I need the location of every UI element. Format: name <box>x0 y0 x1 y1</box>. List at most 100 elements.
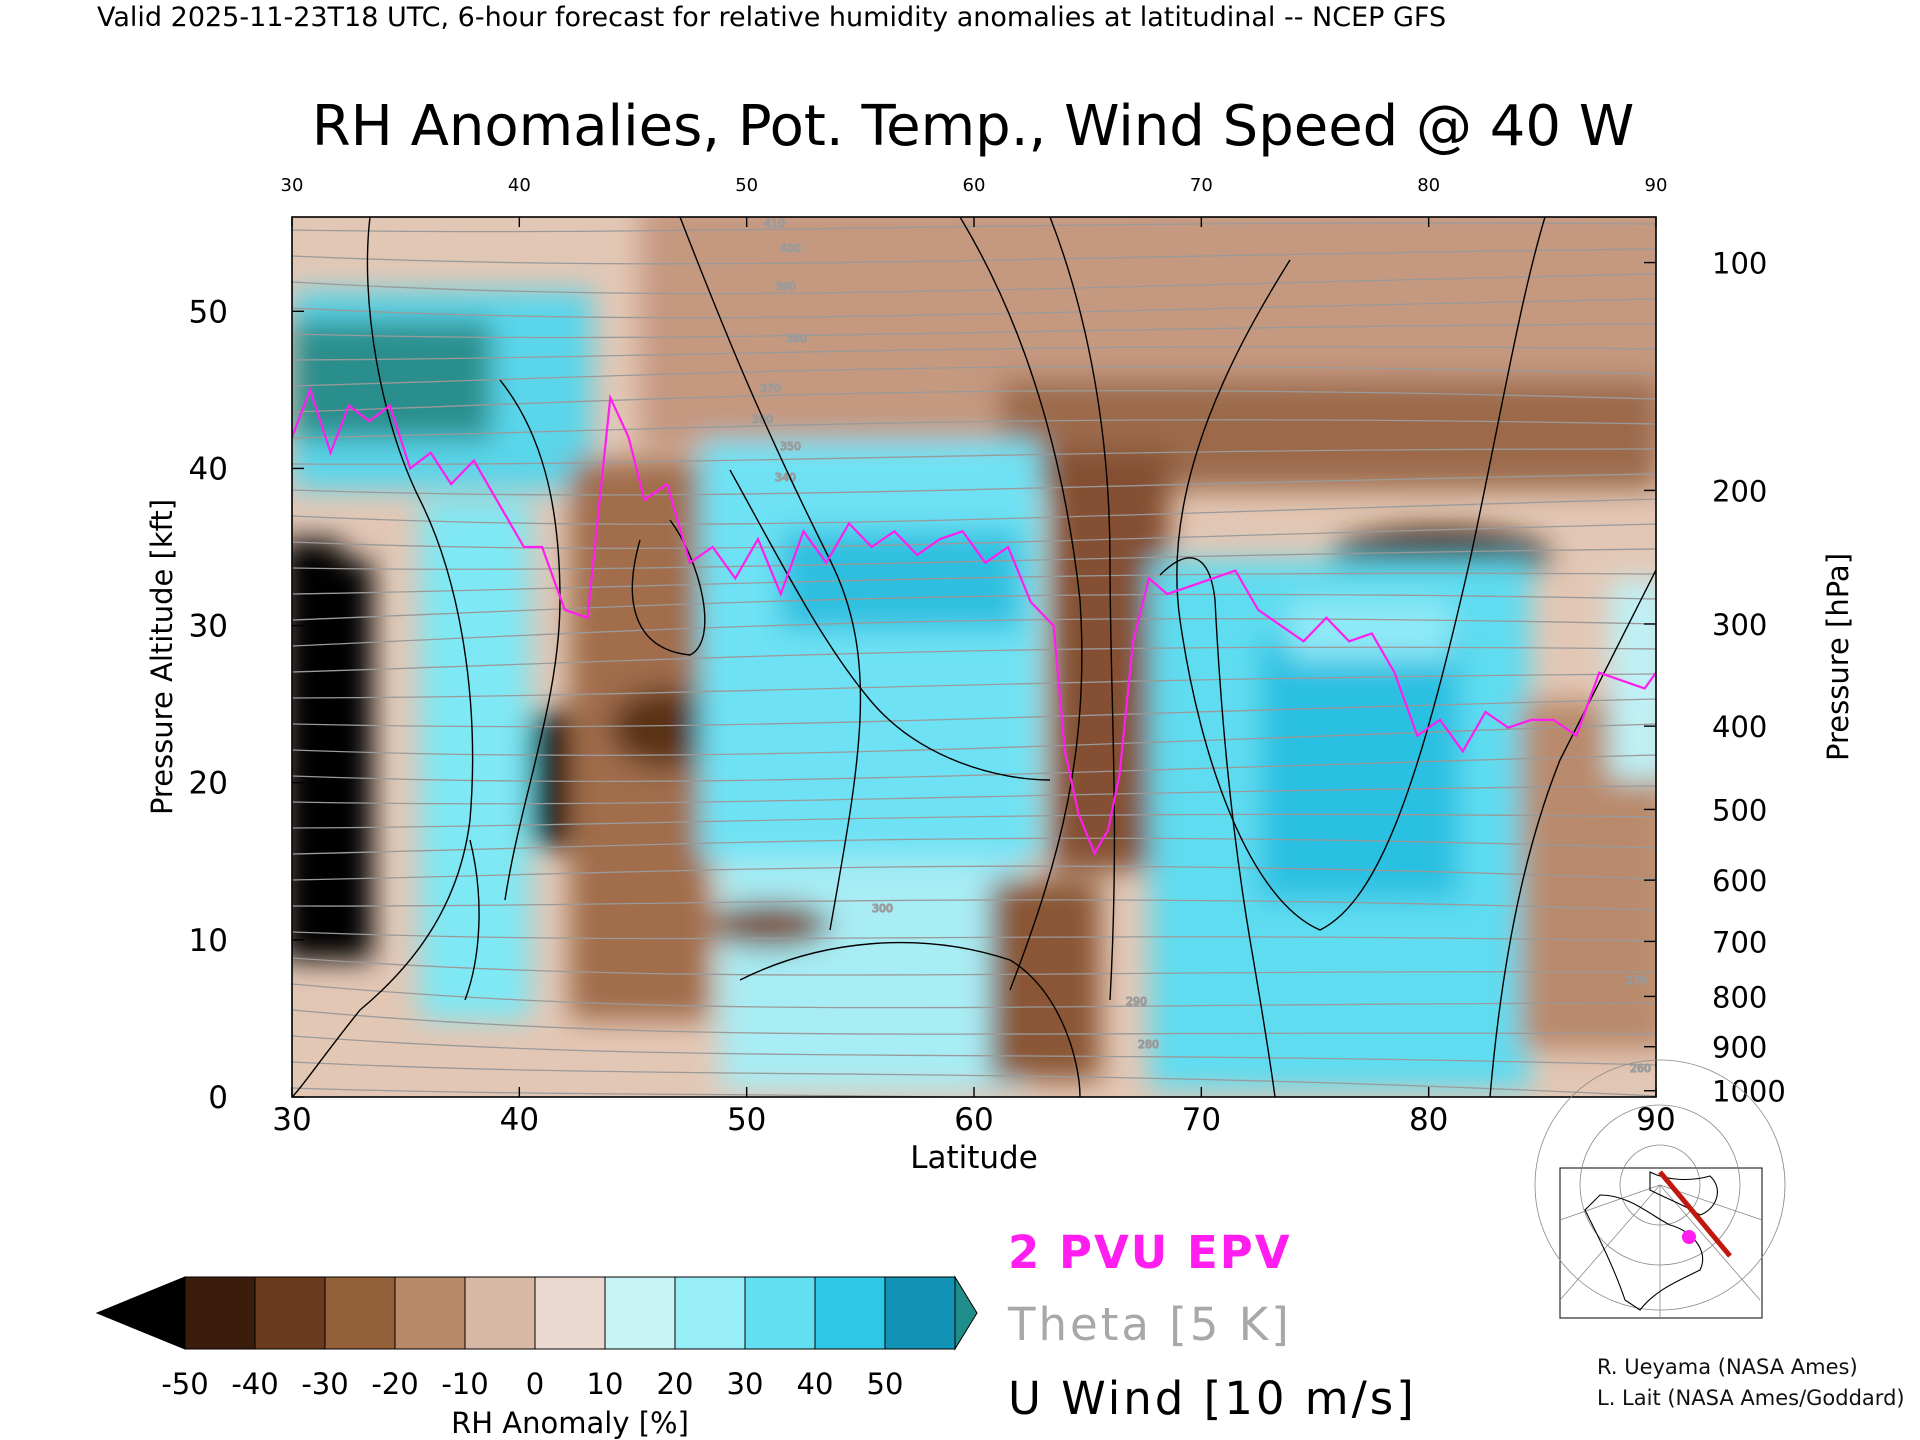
pvu-line <box>292 386 1656 856</box>
y-tick-label: 20 <box>189 766 228 802</box>
heatmap-blob <box>1260 640 1460 900</box>
wind-contour <box>1049 217 1116 1001</box>
wind-contour <box>1176 217 1546 931</box>
theta-contour <box>292 957 1656 976</box>
theta-contour <box>292 323 1656 339</box>
header-caption: Valid 2025-11-23T18 UTC, 6-hour forecast… <box>97 2 1447 33</box>
theta-contour <box>292 390 1656 413</box>
y2-tick-label: 200 <box>1712 474 1767 508</box>
theta-contour <box>292 1087 977 1097</box>
theta-label: 300 <box>872 902 893 915</box>
wind-contour <box>499 379 561 901</box>
theta-contour <box>292 448 1656 465</box>
heatmap-blob <box>292 540 342 640</box>
theta-label: 350 <box>780 440 801 453</box>
theta-contour <box>292 813 1656 829</box>
wind-contour <box>1489 569 1656 1097</box>
theta-label: 390 <box>775 280 796 293</box>
heatmap-blob <box>710 903 830 947</box>
theta-contour <box>292 754 1656 783</box>
x-tick-label-top: 90 <box>1645 175 1668 196</box>
theta-contour <box>292 222 1656 233</box>
theta-contour <box>292 273 1656 295</box>
heatmap-field <box>292 217 1656 1097</box>
theta-contour <box>292 899 1656 911</box>
wind-contour <box>1159 557 1276 1097</box>
colorbar-swatch <box>744 1276 816 1350</box>
y2-tick-label: 800 <box>1712 980 1767 1014</box>
chart-title: RH Anomalies, Pot. Temp., Wind Speed @ 4… <box>312 94 1634 159</box>
y-tick-label: 40 <box>189 451 228 487</box>
heatmap-blob <box>292 320 492 440</box>
heatmap-blob <box>700 440 1040 860</box>
x-axis-label: Latitude <box>910 1140 1038 1176</box>
heatmap-blob <box>610 688 720 768</box>
colorbar-swatch <box>254 1276 326 1350</box>
y-tick-label: 0 <box>208 1080 228 1116</box>
inset-map-transect <box>1658 1170 1732 1258</box>
theta-contour <box>292 1061 1656 1097</box>
y2-tick-label: 700 <box>1712 925 1767 959</box>
wind-contour <box>959 217 1083 991</box>
theta-label: 360 <box>752 413 773 426</box>
colorbar-tick-label: 20 <box>657 1367 694 1401</box>
heatmap-blob <box>990 880 1100 1080</box>
colorbar-swatch <box>814 1276 886 1350</box>
wind-contour <box>464 839 480 1001</box>
x-tick-label: 50 <box>727 1102 766 1138</box>
colorbar-over-arrow <box>954 1275 978 1351</box>
credit-line: R. Ueyama (NASA Ames) <box>1597 1355 1858 1379</box>
theta-contour <box>292 673 1656 699</box>
inset-map-graticule <box>1559 1184 1661 1301</box>
axes: 30 30 40 40 50 50 60 60 70 70 80 80 90 90 Latitude 0 10 2… <box>145 175 1855 1176</box>
x-tick-label-top: 70 <box>1190 175 1213 196</box>
colorbar-under-arrow <box>95 1276 186 1350</box>
theta-label: 370 <box>760 382 781 395</box>
theta-contour <box>292 983 1656 1009</box>
x-tick-label-top: 30 <box>281 175 304 196</box>
y2-tick-label: 600 <box>1712 864 1767 898</box>
colorbar-label: RH Anomaly [%] <box>451 1406 689 1440</box>
y2-tick-label: 900 <box>1712 1031 1767 1065</box>
theta-contour <box>292 837 1656 855</box>
legend-pvu: 2 PVU EPV <box>1008 1226 1292 1279</box>
colorbar-tick-label: 10 <box>587 1367 624 1401</box>
heatmap-blob <box>1290 600 1450 660</box>
theta-label: 280 <box>1138 1038 1159 1051</box>
colorbar-swatch <box>534 1276 606 1350</box>
colorbar-tick-label: 30 <box>727 1367 764 1401</box>
colorbar-swatch <box>324 1276 396 1350</box>
colorbar-swatch <box>464 1276 536 1350</box>
legend-wind: U Wind [10 m/s] <box>1008 1372 1417 1425</box>
credit-line: L. Lait (NASA Ames/Goddard) <box>1597 1386 1905 1410</box>
theta-contour <box>292 646 1656 673</box>
wind-contour <box>739 941 1081 1097</box>
inset-map-graticule <box>1559 1184 1661 1221</box>
y-tick-label: 10 <box>189 923 228 959</box>
theta-contour <box>292 1009 1656 1035</box>
x-tick-label: 60 <box>954 1102 993 1138</box>
x-tick-label-top: 80 <box>1417 175 1440 196</box>
colorbar-swatch <box>674 1276 746 1350</box>
x-tick-label: 90 <box>1636 1102 1675 1138</box>
x-tick-label: 40 <box>500 1102 539 1138</box>
colorbar-tick-label: -10 <box>441 1367 488 1401</box>
theta-contour <box>292 593 1656 621</box>
theta-label: 410 <box>764 217 785 230</box>
wind-contour <box>631 519 706 656</box>
wind-contour <box>292 217 474 1097</box>
inset-map-marker <box>1682 1230 1696 1244</box>
legend-theta: Theta [5 K] <box>1008 1298 1292 1351</box>
wind-contour <box>729 469 1051 781</box>
theta-contour <box>292 865 1656 881</box>
y2-tick-label: 400 <box>1712 710 1767 744</box>
inset-map-coastline <box>1584 1194 1704 1311</box>
colorbar-tick-label: -40 <box>231 1367 278 1401</box>
theta-contour <box>292 298 1656 319</box>
colorbar-tick-label: 0 <box>526 1367 544 1401</box>
y-tick-label: 30 <box>189 609 228 645</box>
theta-label: 260 <box>1630 1062 1651 1075</box>
x-tick-label-top: 40 <box>508 175 531 196</box>
y2-tick-label: 100 <box>1712 247 1767 281</box>
colorbar: -50 -40 -30 -20 -10 0 10 20 30 40 50 RH Anomaly [%] <box>95 1275 978 1440</box>
